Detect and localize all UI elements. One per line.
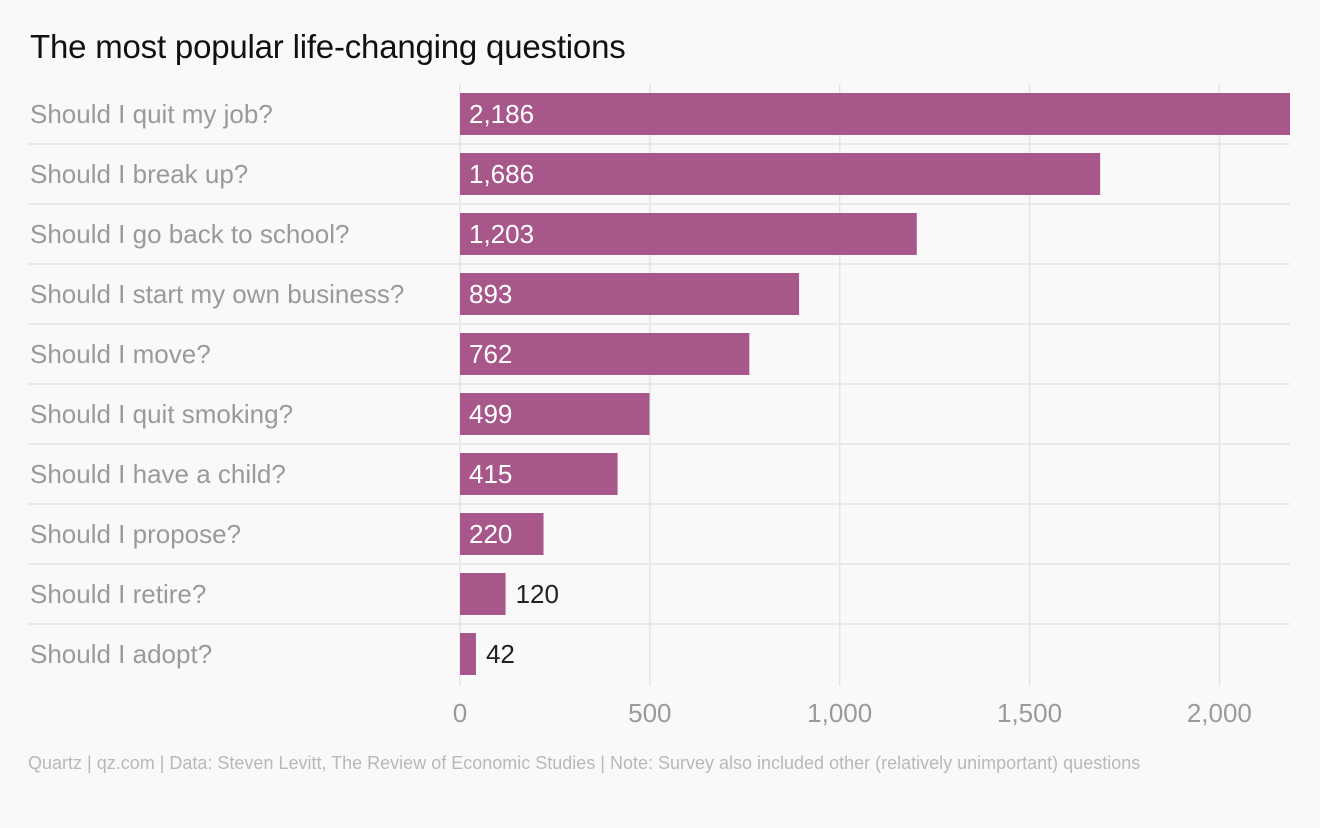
bar-layer xyxy=(460,93,1290,675)
chart-title: The most popular life-changing questions xyxy=(30,28,626,65)
category-label: Should I quit my job? xyxy=(30,99,273,129)
value-label: 1,203 xyxy=(469,219,534,249)
category-label: Should I retire? xyxy=(30,579,206,609)
value-label: 762 xyxy=(469,339,512,369)
x-tick-label: 1,000 xyxy=(807,698,872,728)
category-label: Should I move? xyxy=(30,339,211,369)
x-tick-label: 500 xyxy=(628,698,671,728)
category-label: Should I go back to school? xyxy=(30,219,349,249)
x-tick-label: 1,500 xyxy=(997,698,1062,728)
value-label: 220 xyxy=(469,519,512,549)
category-label: Should I adopt? xyxy=(30,639,212,669)
bar xyxy=(460,573,506,615)
bar xyxy=(460,513,544,555)
category-label: Should I propose? xyxy=(30,519,241,549)
category-label: Should I start my own business? xyxy=(30,279,404,309)
value-label: 120 xyxy=(516,579,559,609)
bar xyxy=(460,93,1290,135)
category-label: Should I break up? xyxy=(30,159,248,189)
value-label: 893 xyxy=(469,279,512,309)
value-label: 1,686 xyxy=(469,159,534,189)
bar xyxy=(460,213,917,255)
category-label: Should I have a child? xyxy=(30,459,286,489)
source-note: Quartz | qz.com | Data: Steven Levitt, T… xyxy=(28,753,1141,773)
value-label: 42 xyxy=(486,639,515,669)
value-label: 415 xyxy=(469,459,512,489)
label-layer: Should I quit my job? 2,186 Should I break… xyxy=(30,99,1252,728)
bar xyxy=(460,273,800,315)
x-tick-label: 0 xyxy=(453,698,467,728)
bar xyxy=(460,333,750,375)
bar xyxy=(460,393,650,435)
bar xyxy=(460,153,1101,195)
bar xyxy=(460,633,476,675)
value-label: 499 xyxy=(469,399,512,429)
x-tick-label: 2,000 xyxy=(1187,698,1252,728)
value-label: 2,186 xyxy=(469,99,534,129)
bar xyxy=(460,453,618,495)
category-label: Should I quit smoking? xyxy=(30,399,293,429)
